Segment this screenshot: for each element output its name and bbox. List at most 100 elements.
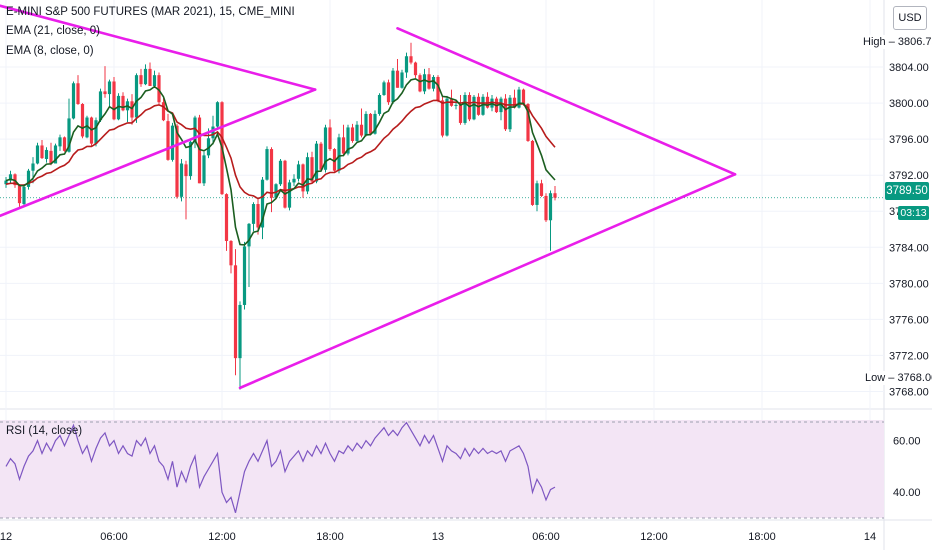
- candle-body: [391, 70, 395, 103]
- price-tick-label: 3784.00: [889, 242, 929, 254]
- candle-body: [553, 193, 557, 198]
- price-tick-label: 3780.00: [889, 278, 929, 290]
- rsi-tick-label: 40.00: [893, 487, 921, 499]
- trendline-upper-left: [0, 4, 317, 91]
- low-value: 3768.00: [897, 372, 932, 384]
- candle-body: [188, 141, 193, 177]
- time-tick-label: 12:00: [640, 531, 668, 543]
- candle-body: [458, 104, 463, 123]
- candle-body: [368, 113, 373, 134]
- candle-body: [242, 246, 247, 305]
- candle-body: [548, 193, 553, 221]
- candle-body: [103, 91, 107, 95]
- candle-body: [377, 94, 382, 114]
- candle-body: [535, 183, 539, 205]
- candle-body: [346, 127, 350, 154]
- candle-body: [301, 164, 305, 192]
- candle-body: [161, 102, 166, 121]
- ema8-legend[interactable]: EMA (8, close, 0): [6, 45, 94, 57]
- price-tick-label: 3804.00: [889, 62, 929, 74]
- candle-body: [112, 81, 116, 120]
- candle-body: [247, 223, 251, 247]
- rsi-line: [5, 421, 556, 513]
- symbol-title[interactable]: E-MINI S&P 500 FUTURES (MAR 2021), 15, C…: [6, 6, 295, 18]
- candle-body: [62, 137, 67, 151]
- candle-body: [539, 183, 544, 196]
- candle-body: [278, 160, 283, 185]
- candle-body: [148, 68, 152, 86]
- candle-body: [386, 82, 391, 103]
- trendline-lower-right: [238, 172, 737, 390]
- candle-body: [94, 120, 98, 144]
- candle-body: [71, 83, 76, 119]
- candle-body: [409, 56, 413, 63]
- candle-body: [445, 98, 449, 136]
- candle-body: [26, 170, 31, 187]
- candle-body: [179, 163, 184, 197]
- candle-body: [193, 117, 197, 142]
- price-tick-label: 3772.00: [889, 350, 929, 362]
- low-separator: –: [888, 372, 898, 384]
- price-tick-label: 3800.00: [889, 98, 929, 110]
- rsi-legend[interactable]: RSI (14, close): [6, 425, 83, 437]
- candle-body: [175, 125, 179, 197]
- candle-body: [395, 70, 400, 88]
- candle-body: [35, 145, 40, 164]
- low-label: Low: [865, 372, 886, 384]
- candle-body: [85, 117, 89, 138]
- candle-body: [364, 113, 368, 136]
- candle-body: [233, 265, 238, 359]
- candle-body: [359, 124, 364, 136]
- candle-body: [40, 145, 44, 159]
- time-tick-label: 14: [864, 531, 876, 543]
- ema8-line: [5, 77, 556, 246]
- candle-body: [202, 155, 206, 184]
- candle-body: [481, 96, 485, 115]
- price-tick-label: 3776.00: [889, 314, 929, 326]
- candle-body: [116, 95, 121, 120]
- candle-body: [463, 94, 467, 123]
- high-price-tag: High – 3806.75: [858, 35, 932, 49]
- candle-body: [305, 157, 310, 192]
- candle-body: [8, 174, 13, 181]
- candle-body: [134, 75, 139, 118]
- candle-body: [472, 96, 476, 120]
- candle-body: [503, 98, 508, 130]
- candle-body: [530, 140, 535, 205]
- candle-body: [265, 149, 269, 180]
- candle-body: [229, 240, 233, 266]
- candle-body: [58, 137, 62, 147]
- candle-body: [499, 98, 503, 113]
- candle-body: [76, 83, 80, 105]
- candle-body: [382, 82, 386, 95]
- candle-body: [170, 125, 175, 160]
- candle-body: [413, 62, 418, 76]
- candle-body: [22, 186, 26, 205]
- bar-countdown: 03:13: [898, 206, 929, 220]
- candle-body: [287, 182, 292, 208]
- candle-body: [67, 118, 71, 152]
- price-tick-label: 3796.00: [889, 134, 929, 146]
- candle-body: [274, 184, 278, 198]
- candle-body: [256, 204, 260, 228]
- currency-button[interactable]: USD: [893, 6, 927, 30]
- candle-body: [49, 150, 53, 164]
- time-tick-label: 13: [432, 531, 444, 543]
- trendline-upper-right: [396, 27, 737, 176]
- candle-body: [197, 117, 202, 184]
- candle-body: [310, 157, 314, 182]
- rsi-tick-label: 60.00: [893, 436, 921, 448]
- price-tick-label: 3768.00: [889, 386, 929, 398]
- ema21-legend[interactable]: EMA (21, close, 0): [6, 25, 100, 37]
- candle-body: [251, 204, 256, 224]
- candle-body: [206, 138, 211, 156]
- candle-body: [314, 143, 319, 182]
- candle-body: [355, 124, 359, 141]
- candle-body: [121, 95, 125, 111]
- time-tick-label: 18:00: [316, 531, 344, 543]
- trendline-lower-left: [0, 88, 317, 218]
- candle-body: [319, 143, 323, 170]
- rsi-band: [0, 420, 884, 518]
